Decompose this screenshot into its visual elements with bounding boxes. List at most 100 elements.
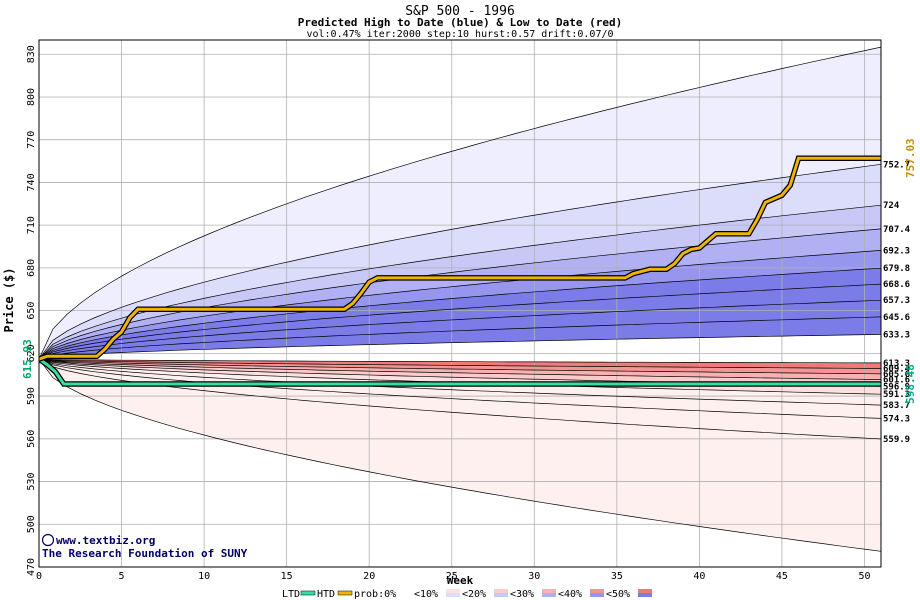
red-quantile-label-5: 591.3 [883,390,910,400]
red-quantile-line-6 [39,358,881,406]
axis-ticks: 0 5 10 15 20 25 30 35 40 45 50 470 500 530 560 590 620 65… [26,45,871,582]
legend-prob-label: prob:0% [354,589,396,600]
chart-title: S&P 500 - 1996 [405,4,515,19]
blue-quantile-line-6 [39,283,881,360]
red-band-7 [39,359,881,439]
blue-quantile-line-9 [39,334,881,360]
blue-band-7 [39,300,881,360]
legend-item-label-2: <30% [510,589,534,600]
blue-quantile-line-3 [39,228,881,360]
y-tick-label-1: 500 [26,515,37,533]
legend-swatch-red-4 [638,589,652,593]
legend-ltd-swatch [300,590,316,596]
blue-quantile-label-2: 724 [883,201,900,211]
legend-htd-swatch [337,590,353,596]
ltd-end-value-label: 598.48 [904,364,917,404]
blue-quantile-label-5: 679.8 [883,264,910,274]
red-band-0 [39,359,881,369]
red-band-1 [39,359,881,374]
start-value-label: 615.93 [21,339,34,379]
legend-swatch-red-2 [542,589,556,593]
htd-end-value-label: 757.03 [904,138,917,178]
blue-quantile-label-8: 645.6 [883,313,910,323]
y-tick-label-0: 470 [26,558,37,576]
y-tick-label-5: 620 [26,344,37,362]
chart-subtitle: Predicted High to Date (blue) & Low to D… [298,16,623,29]
quantile-labels: 752.7 724 707.4 692.3 679.8 668.6 657.3 645.6 63… [883,160,911,445]
x-tick-label-0: 0 [36,571,42,582]
blue-quantile-label-4: 692.3 [883,246,910,256]
blue-quantile-label-3: 707.4 [883,225,911,235]
y-tick-label-12: 830 [26,45,37,63]
red-quantile-line-0 [39,358,881,364]
red-quantile-line-8 [39,358,881,440]
y-tick-label-2: 530 [26,473,37,491]
y-tick-label-10: 770 [26,131,37,149]
red-quantile-label-3: 601.6 [883,376,910,386]
red-band-3 [39,359,881,387]
series-lines [39,155,881,387]
y-tick-label-11: 800 [26,88,37,106]
blue-band-2 [39,205,881,360]
y-axis-label: Price ($) [2,267,16,332]
red-band-6 [39,359,881,419]
x-tick-label-6: 30 [528,571,540,582]
red-quantile-label-4: 596.9 [883,382,910,392]
blue-quantile-line-5 [39,267,881,360]
x-tick-label-7: 35 [611,571,623,582]
x-tick-label-8: 40 [693,571,705,582]
x-tick-label-2: 10 [198,571,210,582]
x-tick-label-9: 45 [776,571,788,582]
red-quantile-label-2: 605.6 [883,370,910,380]
red-quantile-line-9 [39,358,881,552]
legend: LTD HTD prob:0% <10% <20% <30% <40% <50% [282,589,652,600]
legend-htd-label: HTD [317,589,335,600]
y-tick-label-3: 560 [26,430,37,448]
plot-frame [38,39,882,568]
y-tick-label-8: 710 [26,216,37,234]
ltd-series-line [39,357,881,386]
legend-items: <10% <20% <30% <40% <50% [398,589,652,600]
watermark: www.textbiz.org The Research Foundation … [41,533,248,560]
blue-quantile-line-2 [39,204,881,360]
copyright-circle [41,533,55,547]
blue-quantile-line-0 [39,46,881,360]
legend-swatch-0 [398,589,412,597]
blue-quantile-label-9: 633.3 [883,330,910,340]
red-quantile-line-2 [39,358,881,375]
y-tick-label-6: 650 [26,302,37,320]
legend-swatch-red-0 [446,589,460,593]
legend-swatch-red-1 [494,589,508,593]
legend-item-label-1: <20% [462,589,486,600]
blue-quantile-line-8 [39,316,881,360]
red-quantile-label-8: 559.9 [883,435,910,445]
blue-quantile-label-6: 668.6 [883,280,910,290]
red-quantile-label-6: 583.7 [883,401,910,411]
blue-quantile-label-1: 752.7 [883,160,910,170]
legend-swatch-blue-0 [446,593,460,597]
red-quantile-label-0: 613.3 [883,359,910,369]
blue-band-1 [39,164,881,360]
x-tick-label-1: 5 [119,571,125,582]
band-edges [39,46,881,552]
legend-swatch-red-3 [590,589,604,593]
y-tick-label-7: 680 [26,259,37,277]
watermark-org: The Research Foundation of SUNY [42,547,248,560]
blue-quantile-line-7 [39,299,881,360]
blue-quantile-line-1 [39,163,881,360]
legend-swatch-blue-4 [638,593,652,597]
x-tick-label-10: 50 [858,571,870,582]
legend-item-label-4: <50% [606,589,630,600]
blue-quantile-line-4 [39,250,881,360]
y-tick-label-9: 740 [26,173,37,191]
red-quantile-line-7 [39,358,881,419]
blue-band-5 [39,268,881,360]
blue-band-4 [39,250,881,360]
red-quantile-label-7: 574.3 [883,414,910,424]
legend-swatch-blue-1 [494,593,508,597]
x-axis-label: Week [447,574,474,587]
legend-ltd-label: LTD [282,589,300,600]
red-quantile-line-3 [39,358,881,380]
red-band-5 [39,359,881,406]
legend-swatch-blue-2 [542,593,556,597]
